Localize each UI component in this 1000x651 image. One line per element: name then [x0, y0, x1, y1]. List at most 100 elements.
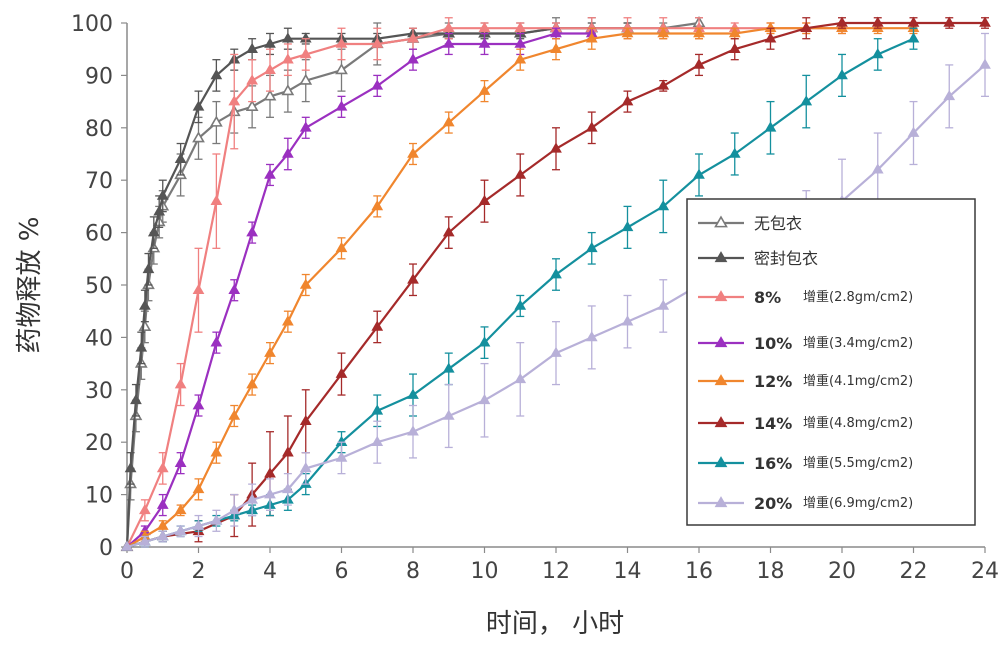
data-point [139, 299, 151, 310]
series-line [126, 27, 914, 548]
data-point [442, 362, 455, 373]
data-point [299, 73, 313, 85]
data-point [156, 519, 169, 530]
x-tick-label: 12 [542, 559, 570, 584]
legend-suffix: 增重(2.8gm/cm2) [803, 289, 913, 305]
data-point [174, 503, 187, 515]
legend-suffix: 增重(3.4mg/cm2) [803, 335, 913, 351]
data-point [371, 37, 384, 48]
data-point [550, 268, 562, 279]
data-point [728, 42, 741, 54]
data-point [299, 462, 312, 473]
legend-box [686, 198, 976, 526]
y-tick-label: 100 [71, 12, 113, 37]
data-point [407, 32, 419, 43]
legend-suffix: 增重(5.5mg/cm2) [803, 455, 913, 471]
data-point [693, 58, 705, 69]
data-point [335, 100, 348, 111]
data-point [478, 37, 491, 48]
data-point [514, 299, 527, 310]
data-point [550, 142, 562, 153]
y-tick-label: 80 [85, 117, 113, 142]
data-point [263, 89, 277, 101]
data-point [764, 121, 777, 132]
data-point [693, 168, 705, 179]
y-tick-label: 40 [85, 326, 113, 351]
data-point [585, 241, 598, 253]
data-point [282, 315, 294, 326]
data-point [228, 95, 241, 106]
legend-item: 密封包衣 [698, 249, 818, 268]
data-point [264, 346, 276, 357]
x-tick-label: 22 [900, 559, 928, 584]
data-point [121, 540, 133, 551]
data-point [335, 63, 348, 75]
data-point [192, 131, 205, 143]
data-point [228, 503, 241, 515]
data-point [371, 79, 384, 90]
data-point [335, 37, 348, 48]
axes-layer: 0 2 4 6 8 10 12 14 16 18 20 22 240102030405060708090… [71, 12, 999, 584]
legend-marker [714, 251, 728, 263]
data-point [907, 32, 920, 43]
legend-marker [714, 374, 728, 386]
data-point [192, 519, 205, 530]
data-point [442, 37, 455, 48]
legend-item: 10% 增重(3.4mg/cm2) [698, 334, 913, 353]
legend-item: 无包衣 [698, 214, 802, 233]
data-point [907, 126, 920, 137]
data-point [210, 194, 223, 205]
legend-label: 20% [754, 494, 792, 513]
data-point [728, 27, 741, 38]
data-point [142, 262, 155, 274]
data-point [371, 435, 384, 447]
data-point [371, 404, 384, 415]
data-point [174, 378, 187, 389]
data-point [124, 462, 137, 473]
data-point [147, 226, 160, 237]
data-point [728, 147, 741, 158]
data-point [246, 74, 258, 85]
data-point [478, 194, 491, 205]
x-tick-label: 2 [192, 559, 206, 584]
data-point [245, 99, 259, 111]
legend-label: 密封包衣 [754, 249, 818, 268]
y-tick-label: 60 [85, 222, 113, 247]
data-point [407, 53, 419, 64]
data-point [943, 89, 956, 101]
data-point [138, 319, 152, 332]
data-point [871, 163, 884, 174]
data-point [657, 200, 670, 211]
data-point [550, 42, 562, 54]
data-point [442, 21, 455, 33]
data-point [264, 467, 276, 478]
data-point [514, 168, 527, 179]
data-point [192, 399, 205, 410]
data-point [264, 168, 276, 179]
data-point [657, 79, 670, 90]
data-point [174, 524, 187, 536]
y-tick-label: 20 [85, 431, 113, 456]
data-point [907, 16, 920, 27]
data-point [335, 451, 348, 462]
y-tick-label: 10 [85, 484, 113, 509]
data-point [174, 456, 187, 467]
data-point [871, 16, 884, 27]
y-tick-label: 30 [85, 379, 113, 404]
data-point [210, 69, 223, 80]
series-line [125, 27, 628, 548]
data-point [585, 331, 598, 342]
data-point [282, 32, 294, 43]
y-axis-title: 药物释放 % [15, 217, 45, 354]
data-point [478, 21, 491, 33]
x-tick-label: 16 [685, 559, 713, 584]
x-tick-label: 24 [971, 559, 999, 584]
data-point [282, 446, 294, 457]
data-point [764, 32, 777, 43]
legend-marker [714, 496, 728, 508]
y-tick-label: 70 [85, 169, 113, 194]
series-4 [121, 27, 598, 551]
data-point [442, 226, 455, 237]
legend-item: 20% 增重(6.9mg/cm2) [698, 494, 913, 513]
data-point [246, 378, 258, 389]
